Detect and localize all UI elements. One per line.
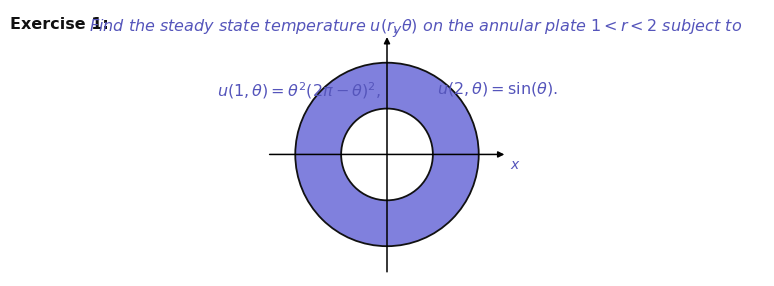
Text: $y$: $y$ [392,24,402,39]
Circle shape [341,109,433,200]
Text: Find the steady state temperature $u(r,\theta)$ on the annular plate $1<r<2$ sub: Find the steady state temperature $u(r,\… [89,17,742,36]
Text: $x$: $x$ [510,158,521,172]
Text: $u(1,\theta) = \theta^2(2\pi-\theta)^2,$: $u(1,\theta) = \theta^2(2\pi-\theta)^2,$ [217,80,381,101]
Text: $u(2,\theta) = \sin(\theta).$: $u(2,\theta) = \sin(\theta).$ [437,80,558,98]
Circle shape [295,63,479,246]
Text: Exercise 1:: Exercise 1: [10,17,115,32]
